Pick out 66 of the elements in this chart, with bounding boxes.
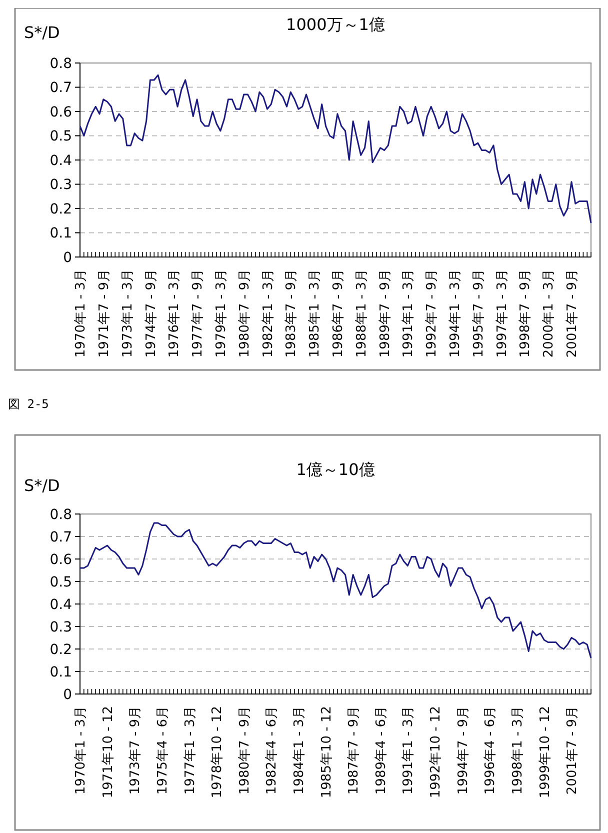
x-tick-label: 1978年10 - 12 <box>210 706 226 798</box>
y-tick-label: 0.4 <box>50 596 72 613</box>
chart-title: 1億～10億 <box>296 460 375 479</box>
line-series <box>79 522 592 659</box>
x-tick-label: 1973年7 - 9月 <box>128 706 144 795</box>
x-tick-label: 1998年1 - 3月 <box>510 706 526 795</box>
x-tick-label: 1984年1 - 3月 <box>292 706 307 795</box>
x-tick-label: 1982年4 - 6月 <box>264 706 280 795</box>
x-tick-label: 1985年1 - 3月 <box>308 269 323 358</box>
y-tick-label: 0.4 <box>50 152 72 169</box>
x-tick-label: 2000年1 - 3月 <box>542 269 557 358</box>
y-tick-label: 0.6 <box>50 552 72 568</box>
x-tick-label: 2001年7 - 9月 <box>565 269 580 358</box>
x-tick-label: 1994年1 - 3月 <box>448 269 464 358</box>
y-tick-label: 0.3 <box>50 619 72 636</box>
y-tick-label: 0.5 <box>50 128 72 145</box>
chart-title: 1000万～1億 <box>286 15 385 34</box>
x-tick-label: 1975年4 - 6月 <box>155 706 170 795</box>
y-tick-label: 0 <box>63 686 72 703</box>
x-tick-label: 1992年7 - 9月 <box>424 269 440 358</box>
x-tick-label: 1971年10 - 12 <box>100 706 116 798</box>
x-tick-label: 1976年1 - 3月 <box>167 269 182 358</box>
x-tick-label: 1985年10 - 12 <box>319 706 334 798</box>
x-tick-label: 1973年1 - 3月 <box>120 269 136 358</box>
y-tick-label: 0.2 <box>50 201 72 218</box>
y-tick-label: 0.1 <box>50 226 72 242</box>
caption: 図 2-5 <box>8 397 49 411</box>
x-tick-label: 1989年4 - 6月 <box>374 706 389 795</box>
y-tick-label: 0.5 <box>50 574 72 590</box>
x-tick-label: 2001年7 - 9月 <box>565 706 580 795</box>
y-tick-label: 0.7 <box>50 80 72 96</box>
x-tick-label: 1979年1 - 3月 <box>214 269 229 358</box>
x-tick-label: 1970年1 - 3月 <box>74 269 89 358</box>
x-tick-label: 1994年7 - 9月 <box>456 706 471 795</box>
x-tick-label: 1991年1 - 3月 <box>401 706 416 795</box>
y-tick-label: 0.1 <box>50 664 72 680</box>
x-tick-label: 1997年1 - 3月 <box>494 269 510 358</box>
y-tick-label: 0.7 <box>50 529 72 546</box>
x-tick-label: 1977年7 - 9月 <box>190 269 206 358</box>
x-tick-label: 1980年7 - 9月 <box>237 269 252 358</box>
x-tick-label: 1988年1 - 3月 <box>354 269 370 358</box>
x-tick-label: 1987年7 - 9月 <box>346 706 362 795</box>
x-tick-label: 1971年7 - 9月 <box>96 269 112 358</box>
x-tick-label: 1999年10 - 12 <box>538 706 553 798</box>
x-tick-label: 1986年7 - 9月 <box>331 269 346 358</box>
x-tick-label: 1977年1 - 3月 <box>182 706 198 795</box>
y-tick-label: 0.6 <box>50 104 72 120</box>
x-tick-label: 1989年7 - 9月 <box>378 269 393 358</box>
y-tick-label: 0.2 <box>50 642 72 658</box>
y-tick-label: 0.3 <box>50 177 72 194</box>
line-series <box>79 74 592 224</box>
x-tick-label: 1996年4 - 6月 <box>483 706 498 795</box>
y-tick-label: 0 <box>63 250 72 266</box>
x-tick-label: 1995年7 - 9月 <box>471 269 486 358</box>
y-tick-label: 0.8 <box>50 506 72 523</box>
x-tick-label: 1982年1 - 3月 <box>260 269 276 358</box>
x-tick-label: 1991年1 - 3月 <box>401 269 416 358</box>
y-axis-title: S*/D <box>24 23 60 42</box>
x-tick-label: 1980年7 - 9月 <box>237 706 252 795</box>
y-tick-label: 0.8 <box>50 56 72 72</box>
x-tick-label: 1970年1 - 3月 <box>74 706 89 795</box>
x-tick-label: 1983年7 - 9月 <box>284 269 300 358</box>
x-tick-label: 1992年10 - 12 <box>428 706 444 798</box>
x-tick-label: 1974年7 - 9月 <box>144 269 159 358</box>
y-axis-title: S*/D <box>24 476 60 495</box>
x-tick-label: 1998年7 - 9月 <box>518 269 534 358</box>
